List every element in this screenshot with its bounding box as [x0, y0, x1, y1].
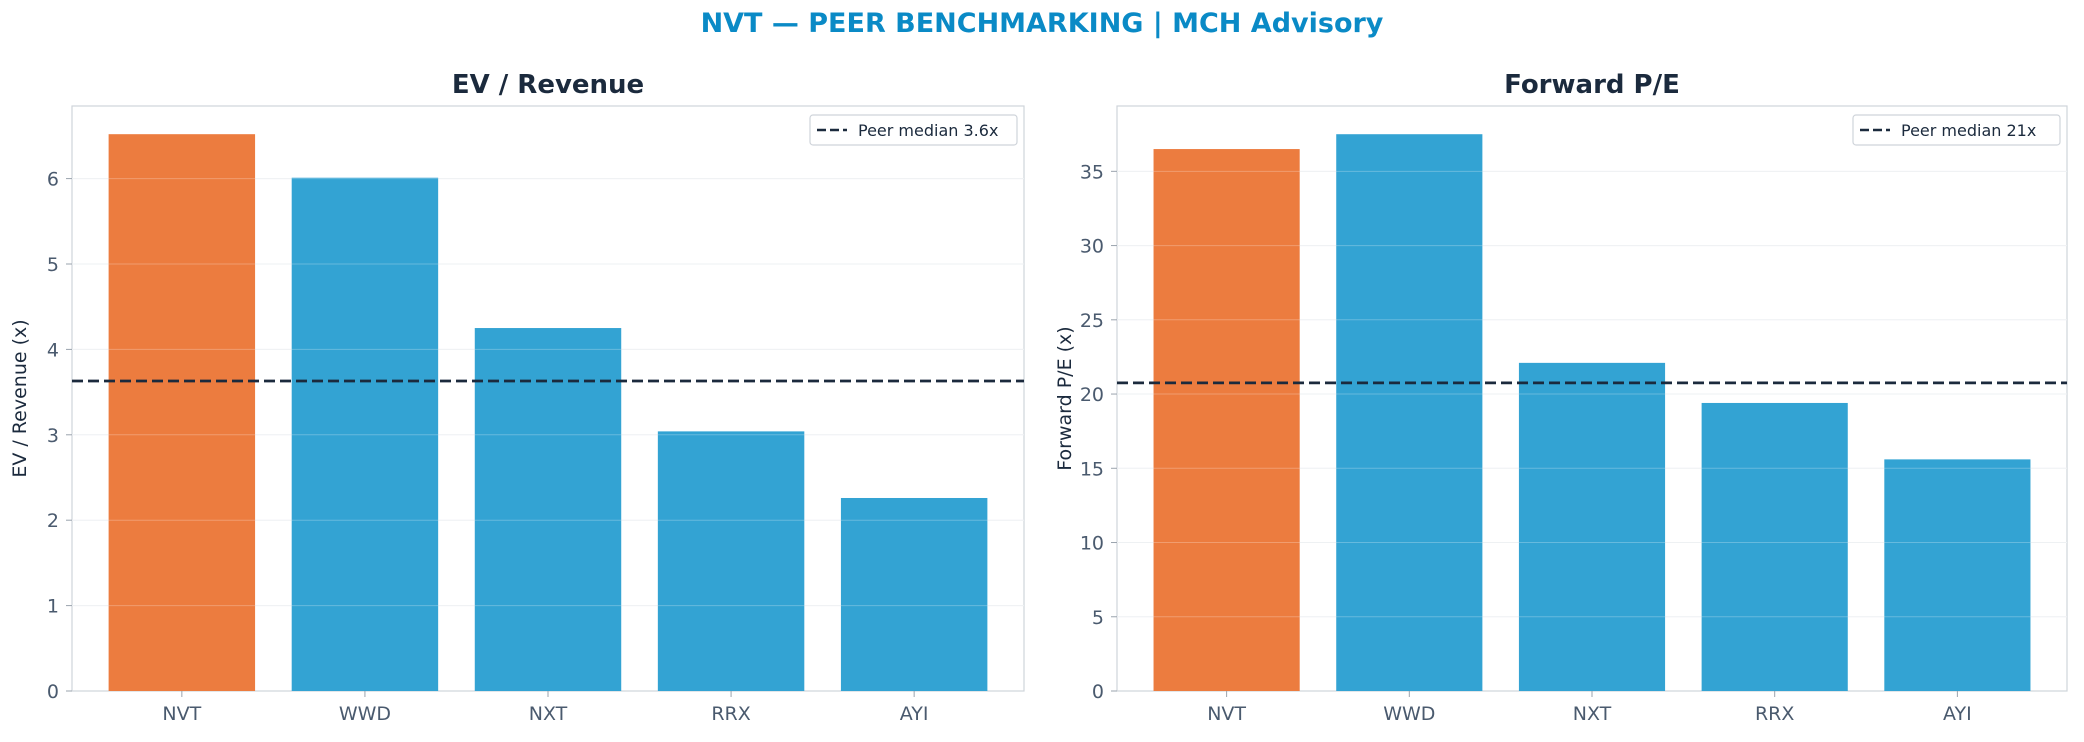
panel-title: EV / Revenue — [452, 70, 644, 100]
y-tick-label: 15 — [1080, 458, 1104, 480]
y-tick-label: 4 — [47, 339, 59, 361]
y-tick-label: 0 — [47, 681, 59, 703]
x-tick-label: WWD — [339, 703, 391, 725]
bar-nvt — [108, 134, 256, 691]
bar-nvt — [1153, 149, 1300, 692]
chart-panel-1: 0 1 2 3 4 5 6 NVT WWD NXT RRX AYI EV / Revenue EV / R… — [9, 70, 1025, 725]
y-tick-label: 6 — [47, 169, 59, 191]
y-tick-label: 1 — [47, 596, 59, 618]
x-tick-label: WWD — [1383, 703, 1435, 725]
bar-rrx — [1701, 402, 1848, 691]
legend-box — [809, 114, 1018, 146]
bar-nxt — [1518, 362, 1666, 691]
bar-nxt — [474, 328, 622, 691]
bar-rrx — [657, 431, 805, 691]
x-tick-label: AYI — [1943, 703, 1972, 725]
y-tick-label: 20 — [1080, 384, 1104, 406]
y-tick-label: 0 — [1092, 681, 1104, 703]
legend-label: Peer median 3.6x — [858, 121, 998, 140]
x-tick-label: NVT — [162, 703, 201, 725]
y-tick-label: 10 — [1080, 533, 1104, 555]
x-tick-label: AYI — [900, 703, 929, 725]
y-tick-label: 30 — [1080, 236, 1104, 258]
y-tick-label: 5 — [1092, 607, 1104, 629]
legend: Peer median 3.6x — [809, 114, 1018, 146]
y-tick-label: 5 — [47, 254, 59, 276]
x-tick-label: NXT — [1573, 703, 1612, 725]
y-tick-label: 3 — [47, 425, 59, 447]
legend-box — [1852, 114, 2061, 146]
y-tick-label: 2 — [47, 510, 59, 532]
y-axis-label: Forward P/E (x) — [1054, 326, 1076, 470]
y-axis-label: EV / Revenue (x) — [9, 319, 31, 477]
bar-wwd — [1336, 134, 1483, 691]
figure-title: NVT — PEER BENCHMARKING | MCH Advisory — [700, 8, 1384, 39]
panel-title: Forward P/E — [1504, 70, 1680, 100]
x-tick-label: RRX — [1755, 703, 1794, 725]
y-tick-label: 35 — [1080, 161, 1104, 183]
bar-wwd — [291, 177, 439, 691]
x-tick-label: NVT — [1207, 703, 1246, 725]
bar-ayi — [840, 497, 988, 691]
bar-ayi — [1884, 459, 2031, 691]
legend: Peer median 21x — [1852, 114, 2061, 146]
x-tick-label: RRX — [711, 703, 750, 725]
y-tick-label: 25 — [1080, 310, 1104, 332]
legend-label: Peer median 21x — [1901, 121, 2036, 140]
chart-panel-2: 0 5 10 15 20 25 30 35 NVT WWD NXT RRX AYI Forward P/E… — [1054, 70, 2068, 725]
x-tick-label: NXT — [529, 703, 568, 725]
